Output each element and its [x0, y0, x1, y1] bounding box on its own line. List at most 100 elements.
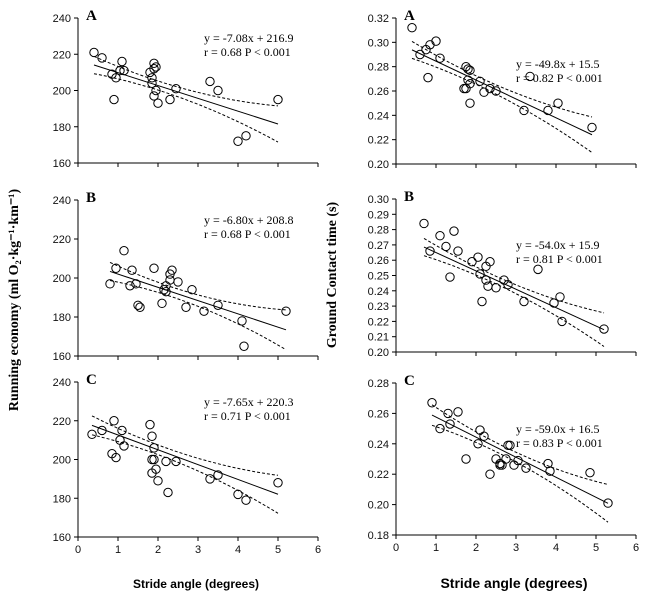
data-point	[173, 277, 183, 287]
confidence-band-upper	[91, 415, 279, 476]
confidence-band-upper	[93, 55, 279, 107]
data-point	[519, 296, 529, 307]
x-tick-label: 4	[235, 544, 241, 556]
confidence-band-upper	[423, 237, 605, 314]
data-point	[435, 423, 445, 434]
y-tick-label: 180	[53, 312, 71, 324]
data-point	[105, 279, 115, 289]
x-tick-label: 3	[513, 542, 519, 554]
x-tick-label: 2	[155, 544, 161, 556]
y-tick-label: 240	[53, 377, 71, 389]
data-point	[453, 407, 463, 417]
data-point	[549, 298, 559, 308]
data-point	[145, 419, 155, 430]
y-tick-label: 0.21	[368, 332, 389, 344]
data-point	[147, 431, 157, 441]
data-point	[187, 285, 197, 295]
x-tick-label: 4	[553, 542, 559, 554]
data-point	[151, 464, 161, 474]
data-point	[553, 98, 563, 108]
data-point	[545, 466, 555, 476]
data-point	[111, 263, 121, 273]
y-tick-label: 0.20	[368, 159, 389, 171]
confidence-band-upper	[109, 261, 287, 311]
data-point	[151, 85, 161, 96]
data-point	[117, 425, 127, 436]
data-point	[497, 460, 507, 470]
y-tick-label: 0.32	[368, 13, 389, 25]
data-point	[443, 408, 453, 419]
data-point	[453, 246, 463, 256]
data-point	[431, 36, 441, 46]
data-point	[461, 83, 471, 94]
y-tick-label: 0.28	[368, 225, 389, 237]
y-tick-label: 0.30	[368, 194, 389, 206]
y-tick-label: 0.25	[368, 271, 389, 283]
data-point	[117, 56, 127, 67]
confidence-band-lower	[93, 73, 279, 143]
y-tick-label: 0.29	[368, 209, 389, 221]
x-tick-label: 1	[433, 542, 439, 554]
data-point	[419, 218, 429, 229]
data-point	[239, 341, 249, 351]
data-point	[513, 455, 523, 466]
data-point	[445, 272, 455, 282]
data-point	[505, 440, 515, 451]
panel-letter: A	[86, 8, 97, 24]
data-point	[161, 456, 171, 467]
y-tick-label: 0.26	[368, 255, 389, 267]
y-tick-label: 220	[53, 416, 71, 428]
regression-stats: r = 0.82 P < 0.001	[516, 71, 603, 85]
y-tick-label: 220	[53, 234, 71, 246]
confidence-band-upper	[431, 404, 609, 485]
data-point	[435, 231, 445, 241]
data-point	[501, 454, 511, 464]
data-point	[119, 246, 129, 256]
data-point	[199, 306, 209, 316]
data-point	[485, 83, 495, 94]
data-point	[425, 246, 435, 256]
y-tick-label: 0.22	[368, 469, 389, 481]
data-point	[165, 94, 175, 105]
data-point	[213, 85, 223, 96]
panel-letter: B	[86, 190, 96, 206]
y-tick-label: 220	[53, 49, 71, 61]
x-tick-label: 3	[195, 544, 201, 556]
data-point	[423, 72, 433, 83]
data-point	[599, 324, 609, 334]
y-tick-label: 0.24	[368, 439, 389, 451]
data-point	[491, 86, 501, 96]
data-point	[543, 458, 553, 469]
data-point	[479, 431, 489, 441]
data-point	[415, 49, 425, 60]
data-point	[171, 456, 181, 467]
regression-equation: y = -59.0x + 16.5	[516, 422, 600, 436]
regression-stats: r = 0.81 P < 0.001	[516, 252, 603, 266]
data-point	[465, 65, 475, 76]
data-point	[241, 131, 251, 141]
data-point	[97, 53, 107, 63]
regression-equation: y = -7.65x + 220.3	[204, 395, 294, 409]
data-point	[147, 454, 157, 465]
regression-equation: y = -54.0x + 15.9	[516, 238, 600, 252]
regression-stats: r = 0.68 P < 0.001	[204, 45, 291, 59]
panel-letter: C	[86, 372, 97, 388]
data-point	[473, 439, 483, 449]
data-point	[109, 94, 119, 105]
data-point	[585, 467, 595, 478]
data-point	[233, 136, 243, 146]
y-tick-label: 0.28	[368, 62, 389, 74]
data-point	[475, 269, 485, 279]
regression-line	[109, 270, 287, 331]
data-point	[485, 469, 495, 479]
data-point	[171, 83, 181, 94]
data-point	[97, 425, 107, 436]
regression-line	[411, 49, 593, 136]
data-point	[445, 419, 455, 429]
regression-equation: y = -6.80x + 208.8	[204, 213, 294, 227]
chart-right-B: 0.20 0.21 0.22 0.23 0.24 0.25 0.26 0.27 0.28 0.29…	[368, 189, 637, 359]
y-tick-label: 200	[53, 455, 71, 467]
data-point	[149, 454, 159, 465]
